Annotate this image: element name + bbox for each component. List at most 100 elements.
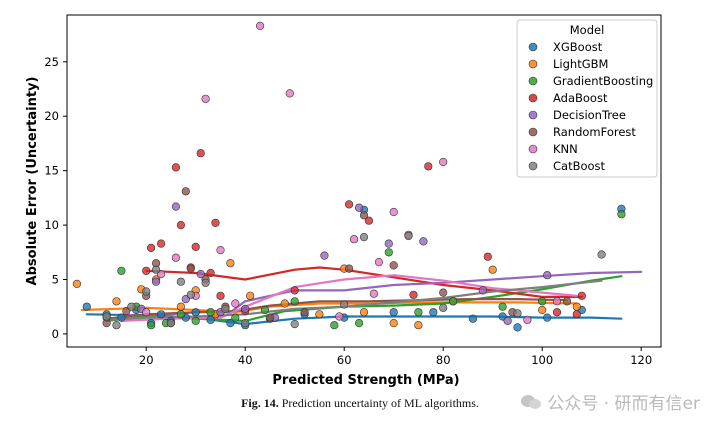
data-point-decisiontree <box>171 202 180 211</box>
data-point-knn <box>171 253 180 262</box>
data-point-catboost <box>290 320 299 329</box>
data-point-lightgbm <box>246 291 255 300</box>
caption-label: Fig. 14. <box>241 396 279 410</box>
data-point-xgboost <box>389 308 398 317</box>
data-point-gradientboosting <box>330 321 339 330</box>
legend-label-catboost: CatBoost <box>553 159 606 173</box>
data-point-gradientboosting <box>355 319 364 328</box>
y-tick-label: 5 <box>52 273 59 287</box>
data-point-xgboost <box>543 313 552 322</box>
y-tick-label: 20 <box>44 109 59 123</box>
data-point-knn <box>523 315 532 324</box>
axes: 20 40 60 80 100 120 0 5 10 15 20 25 <box>44 55 652 367</box>
data-point-adaboost <box>206 268 215 278</box>
data-point-adaboost <box>211 218 220 227</box>
data-point-randomforest <box>300 308 309 317</box>
data-point-catboost <box>439 303 448 312</box>
legend-label-gradientboosting: GradientBoosting <box>553 74 653 88</box>
watermark-text: 公众号 · 研而有信er <box>547 394 700 414</box>
data-point-gradientboosting <box>260 305 270 315</box>
data-point-decisiontree <box>196 270 205 279</box>
data-point-lightgbm <box>112 297 121 306</box>
data-point-catboost <box>112 321 121 330</box>
data-point-knn <box>369 289 379 298</box>
y-tick-label: 25 <box>44 55 59 69</box>
data-point-catboost <box>166 319 175 328</box>
data-point-lightgbm <box>488 265 497 274</box>
x-tick-label: 60 <box>337 353 352 367</box>
data-point-catboost <box>340 300 349 309</box>
data-point-xgboost <box>157 310 166 319</box>
data-point-knn <box>231 299 240 308</box>
data-point-catboost <box>186 290 195 299</box>
data-point-gradientboosting <box>384 248 393 257</box>
data-point-lightgbm <box>414 321 423 330</box>
data-point-gradientboosting <box>498 302 507 311</box>
data-point-gradientboosting <box>414 308 423 317</box>
data-point-catboost <box>513 309 522 318</box>
data-point-catboost <box>142 287 151 296</box>
legend-box <box>516 19 658 178</box>
legend-label-lightgbm: LightGBM <box>553 57 608 71</box>
legend-label-randomforest: RandomForest <box>553 125 636 139</box>
data-point-catboost <box>597 250 606 259</box>
data-point-knn <box>256 21 265 31</box>
data-point-lightgbm <box>226 259 235 268</box>
data-point-decisiontree <box>478 286 487 295</box>
data-point-decisiontree <box>320 251 329 260</box>
legend-label-xgboost: XGBoost <box>553 40 603 54</box>
legend-label-knn: KNN <box>553 142 578 156</box>
data-point-adaboost <box>552 308 562 317</box>
data-point-catboost <box>127 302 136 311</box>
data-point-randomforest <box>345 264 354 273</box>
data-point-catboost <box>221 304 230 314</box>
data-point-catboost <box>102 312 111 321</box>
data-point-knn <box>552 297 562 306</box>
data-point-knn <box>374 258 384 267</box>
data-point-knn <box>142 308 151 317</box>
data-points <box>72 21 626 332</box>
data-point-adaboost <box>171 163 180 172</box>
data-point-randomforest <box>181 187 190 196</box>
data-point-knn <box>389 207 398 217</box>
legend: Model XGBoost LightGBM GradientBoosting AdaB… <box>516 19 658 178</box>
watermark: 公众号 · 研而有信er <box>521 389 700 414</box>
data-point-knn <box>439 157 448 167</box>
data-point-randomforest <box>439 288 448 297</box>
data-point-lightgbm <box>72 279 81 289</box>
data-point-lightgbm <box>359 308 369 317</box>
data-point-gradientboosting <box>617 210 626 219</box>
data-point-lightgbm <box>176 302 185 311</box>
data-point-knn <box>285 89 294 98</box>
legend-marker-gradientboosting <box>528 76 538 86</box>
data-point-lightgbm <box>572 302 581 311</box>
data-point-catboost <box>201 278 210 287</box>
legend-label-adaboost: AdaBoost <box>553 91 608 105</box>
data-point-adaboost <box>409 290 418 299</box>
data-point-lightgbm <box>280 299 289 308</box>
data-point-knn <box>335 312 344 321</box>
y-tick-label: 10 <box>44 218 59 232</box>
legend-marker-decisiontree <box>528 110 538 120</box>
data-point-decisiontree <box>241 304 250 314</box>
data-point-knn <box>350 235 359 244</box>
caption-text: Prediction uncertainty of ML algorithms. <box>281 396 479 410</box>
legend-label-decisiontree: DecisionTree <box>553 108 626 122</box>
data-point-gradientboosting <box>206 308 215 317</box>
data-point-adaboost <box>483 252 492 261</box>
data-point-randomforest <box>359 211 369 220</box>
legend-marker-adaboost <box>528 93 538 103</box>
data-point-knn <box>201 94 210 103</box>
data-point-adaboost <box>424 162 433 171</box>
data-point-catboost <box>176 277 185 286</box>
data-point-xgboost <box>82 302 91 311</box>
data-point-adaboost <box>290 286 299 295</box>
data-point-gradientboosting <box>117 266 126 275</box>
data-point-xgboost <box>513 323 522 332</box>
data-point-decisiontree <box>503 316 512 326</box>
figure-caption: Fig. 14. Prediction uncertainty of ML al… <box>0 396 720 411</box>
data-point-adaboost <box>364 216 374 225</box>
legend-title: Model <box>570 23 605 37</box>
x-tick-label: 80 <box>436 353 451 367</box>
data-point-decisiontree <box>384 239 393 248</box>
